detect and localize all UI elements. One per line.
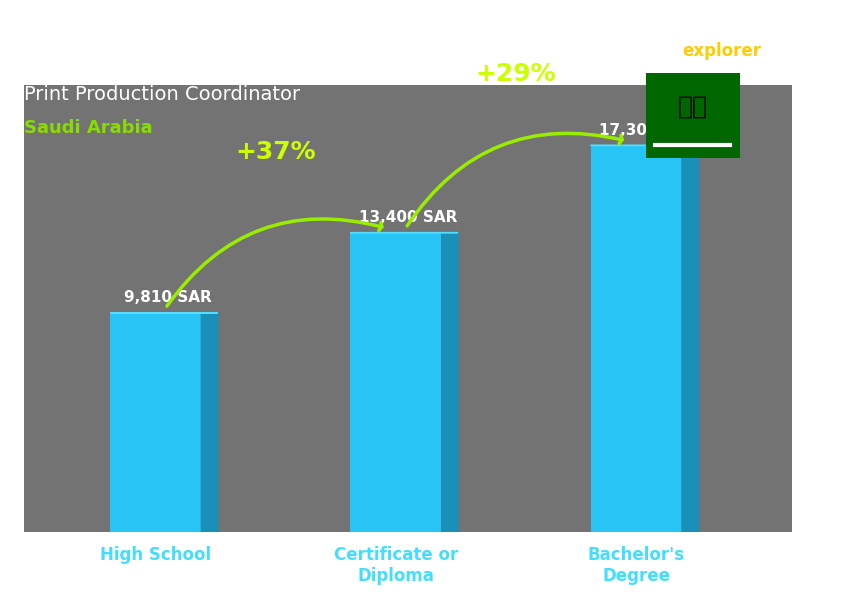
Text: 🇸🇦: 🇸🇦	[677, 95, 708, 119]
Text: .com: .com	[754, 42, 799, 61]
Text: Average Monthly Salary: Average Monthly Salary	[818, 228, 831, 378]
Text: 17,300 SAR: 17,300 SAR	[599, 122, 698, 138]
Text: Salary Comparison By Education: Salary Comparison By Education	[24, 22, 581, 52]
Polygon shape	[201, 313, 218, 532]
Text: 9,810 SAR: 9,810 SAR	[124, 290, 212, 305]
Bar	[110, 313, 201, 532]
Text: salary: salary	[620, 42, 677, 61]
Text: explorer: explorer	[683, 42, 762, 61]
Text: +37%: +37%	[235, 140, 316, 164]
Polygon shape	[442, 233, 458, 532]
Text: 13,400 SAR: 13,400 SAR	[359, 210, 457, 225]
Text: Print Production Coordinator: Print Production Coordinator	[24, 85, 299, 104]
Bar	[350, 233, 442, 532]
Polygon shape	[682, 145, 699, 532]
Text: +29%: +29%	[476, 62, 557, 86]
Bar	[591, 145, 682, 532]
Text: Saudi Arabia: Saudi Arabia	[24, 119, 152, 136]
